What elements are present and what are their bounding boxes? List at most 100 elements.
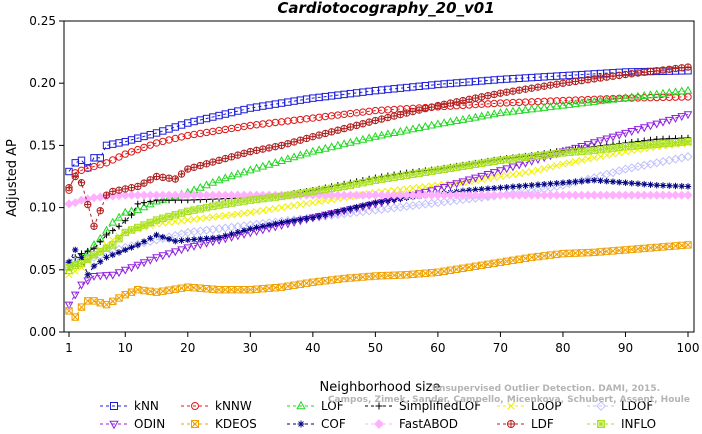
data-point (245, 165, 255, 174)
data-point (496, 167, 505, 176)
data-point (589, 139, 599, 148)
data-point (558, 100, 568, 109)
data-point (221, 154, 230, 163)
data-point (145, 199, 155, 208)
data-point (97, 258, 104, 265)
data-point (421, 121, 430, 130)
data-point (127, 264, 136, 273)
data-point (96, 299, 104, 307)
data-point (546, 150, 555, 159)
y-axis-title: Adjusted AP (5, 139, 20, 217)
data-point (309, 132, 317, 141)
data-point (646, 90, 655, 99)
data-point (464, 113, 474, 122)
data-point (283, 154, 293, 163)
data-point (622, 179, 629, 186)
data-point (534, 166, 542, 174)
data-point (290, 138, 298, 146)
data-point (577, 190, 587, 200)
legend-marker (191, 420, 199, 428)
data-point (452, 163, 461, 171)
data-point (152, 254, 161, 263)
data-point (70, 291, 80, 300)
data-point (534, 181, 542, 188)
data-point (514, 190, 524, 200)
data-point (477, 93, 486, 101)
data-point (384, 174, 392, 182)
data-point (239, 167, 249, 176)
data-point (609, 178, 617, 185)
data-point (178, 237, 185, 244)
data-point (608, 190, 618, 200)
data-point (470, 190, 480, 200)
data-point (446, 117, 455, 126)
data-point (227, 190, 237, 200)
y-tick-label: 0.20 (29, 76, 56, 90)
x-tick-label: 10 (118, 341, 133, 355)
data-point (215, 234, 223, 241)
data-point (615, 71, 623, 80)
data-point (220, 190, 230, 200)
data-point (377, 115, 386, 123)
series-ldf (65, 63, 692, 230)
data-point (458, 114, 468, 123)
data-point (284, 218, 292, 225)
data-point (70, 198, 80, 208)
data-point (272, 220, 279, 227)
data-point (490, 173, 498, 182)
data-point (571, 77, 580, 86)
data-point (314, 145, 324, 154)
data-point (427, 167, 436, 175)
data-point (158, 252, 168, 261)
data-point (483, 190, 493, 200)
data-point (334, 208, 342, 215)
data-point (615, 143, 623, 152)
data-point (671, 114, 680, 123)
data-point (570, 190, 581, 200)
data-point (446, 99, 455, 107)
data-point (672, 182, 679, 190)
data-point (140, 286, 148, 295)
data-point (140, 221, 148, 229)
legend-marker (297, 420, 305, 428)
legend-marker (507, 420, 515, 428)
data-point (159, 137, 167, 146)
data-point (539, 190, 549, 200)
data-point (590, 146, 598, 155)
data-point (658, 190, 668, 200)
data-point (433, 185, 443, 194)
data-point (433, 119, 443, 128)
data-point (653, 67, 661, 75)
legend-marker (597, 420, 605, 428)
data-point (471, 160, 480, 169)
data-point (196, 214, 204, 223)
data-point (584, 147, 592, 155)
data-point (508, 163, 518, 172)
data-point (147, 235, 154, 242)
data-point (271, 142, 280, 151)
data-point (302, 279, 311, 287)
data-point (434, 101, 442, 110)
data-point (371, 116, 380, 125)
data-point (214, 190, 224, 200)
data-point (184, 207, 192, 216)
data-point (591, 177, 598, 184)
legend: kNN kNNW LOF SimplifiedLOF LoOP LDOF ODIN KDEOS… (100, 399, 656, 431)
data-point (365, 118, 373, 126)
data-point (665, 65, 673, 73)
data-point (603, 247, 611, 256)
data-point (578, 76, 586, 85)
data-point (415, 183, 423, 192)
data-point (77, 259, 86, 268)
data-point (297, 216, 304, 223)
data-point (115, 294, 123, 302)
data-point (440, 165, 448, 173)
data-point (389, 128, 399, 137)
data-point (345, 190, 355, 200)
data-point (434, 166, 442, 174)
data-point (583, 141, 593, 150)
data-point (678, 183, 685, 190)
legend-label: SimplifiedLOF (399, 399, 481, 413)
data-point (333, 190, 343, 200)
data-point (647, 181, 654, 188)
